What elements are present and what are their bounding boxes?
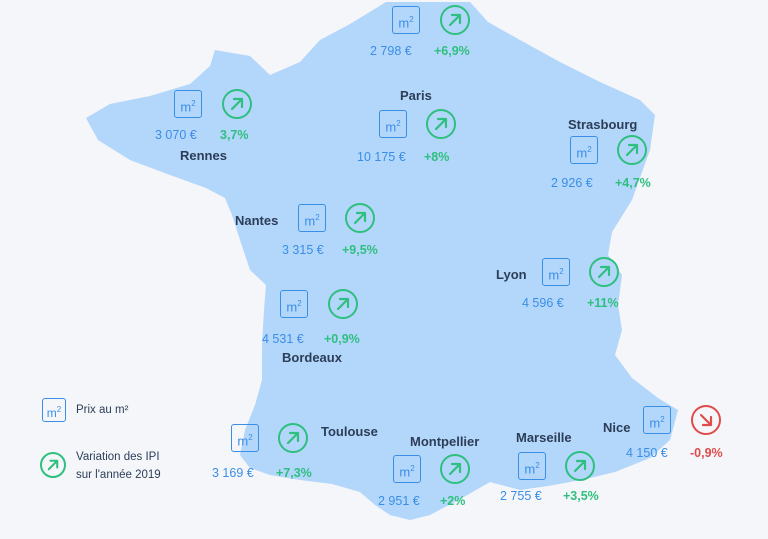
price-per-m2: 2 798 € (370, 44, 412, 58)
city-label-paris: Paris (400, 88, 432, 103)
m2-icon: m2 (518, 452, 546, 480)
price-per-m2: 4 150 € (626, 446, 668, 460)
price-variation: +2% (440, 494, 466, 508)
price-per-m2: 2 951 € (378, 494, 420, 508)
trend-up-icon (345, 203, 375, 233)
trend-up-icon (565, 451, 595, 481)
trend-up-icon (440, 5, 470, 35)
city-label-rennes: Rennes (180, 148, 227, 163)
m2-icon: m2 (231, 424, 259, 452)
trend-up-icon (589, 257, 619, 287)
m2-icon: m2 (280, 290, 308, 318)
price-variation: 3,7% (220, 128, 249, 142)
price-per-m2: 3 315 € (282, 243, 324, 257)
m2-icon: m2 (392, 6, 420, 34)
price-per-m2: 4 596 € (522, 296, 564, 310)
legend-trend-up-icon (40, 452, 66, 478)
legend-variation-label-line2: sur l'année 2019 (76, 469, 161, 481)
price-per-m2: 3 070 € (155, 128, 197, 142)
price-variation: +11% (587, 296, 619, 310)
legend-m2-icon: m2 (42, 398, 66, 422)
price-variation: -0,9% (690, 446, 723, 460)
price-variation: +9,5% (342, 243, 378, 257)
price-per-m2: 4 531 € (262, 332, 304, 346)
m2-icon: m2 (570, 136, 598, 164)
price-per-m2: 2 926 € (551, 176, 593, 190)
city-label-marseille: Marseille (516, 430, 572, 445)
city-label-toulouse: Toulouse (321, 424, 378, 439)
legend-m2-label: Prix au m² (76, 404, 129, 416)
price-variation: +8% (424, 150, 450, 164)
price-variation: +4,7% (615, 176, 651, 190)
m2-icon: m2 (542, 258, 570, 286)
price-per-m2: 3 169 € (212, 466, 254, 480)
legend-variation-label-line1: Variation des IPI (76, 451, 160, 463)
trend-up-icon (278, 423, 308, 453)
m2-icon: m2 (174, 90, 202, 118)
price-per-m2: 10 175 € (357, 150, 406, 164)
price-variation: +3,5% (563, 489, 599, 503)
trend-up-icon (222, 89, 252, 119)
france-shape (86, 2, 678, 520)
city-label-montpellier: Montpellier (410, 434, 480, 449)
m2-icon: m2 (298, 204, 326, 232)
city-label-lyon: Lyon (496, 267, 527, 282)
trend-up-icon (440, 454, 470, 484)
m2-icon: m2 (643, 406, 671, 434)
price-per-m2: 2 755 € (500, 489, 542, 503)
price-variation: +7,3% (276, 466, 312, 480)
city-label-bordeaux: Bordeaux (282, 350, 342, 365)
price-variation: +0,9% (324, 332, 360, 346)
trend-up-icon (426, 109, 456, 139)
city-label-nantes: Nantes (235, 213, 279, 228)
trend-up-icon (328, 289, 358, 319)
trend-down-icon (691, 405, 721, 435)
m2-icon: m2 (379, 110, 407, 138)
trend-up-icon (617, 135, 647, 165)
city-label-nice: Nice (603, 420, 631, 435)
m2-icon: m2 (393, 455, 421, 483)
city-label-strasbourg: Strasbourg (568, 117, 638, 132)
price-variation: +6,9% (434, 44, 470, 58)
